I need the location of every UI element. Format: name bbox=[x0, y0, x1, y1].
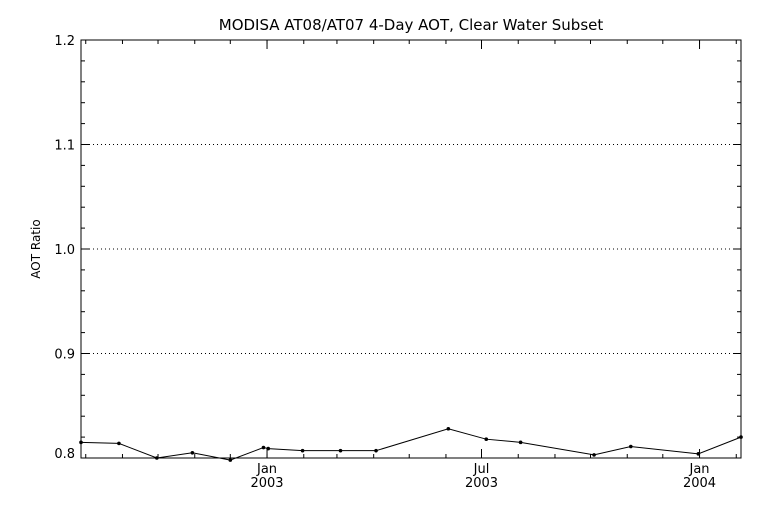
data-point-0-8 bbox=[338, 448, 343, 453]
data-point-0-5 bbox=[261, 445, 266, 450]
x-tick-year-label-0: 2003 bbox=[250, 476, 283, 491]
data-point-0-12 bbox=[518, 440, 523, 445]
chart-title: MODISA AT08/AT07 4-Day AOT, Clear Water … bbox=[219, 16, 604, 34]
x-tick-month-label-1: Jul bbox=[473, 462, 490, 477]
data-series bbox=[79, 426, 743, 462]
data-point-0-14 bbox=[629, 444, 633, 449]
plot-frame bbox=[80, 39, 742, 459]
y-axis-label: AOT Ratio bbox=[29, 219, 43, 278]
y-tick-label-1: 0.9 bbox=[54, 348, 75, 363]
x-tick-month-label-2: Jan bbox=[689, 462, 710, 477]
data-point-0-6 bbox=[266, 446, 271, 451]
y-tick-label-2: 1.0 bbox=[54, 243, 75, 258]
y-tick-label-3: 1.1 bbox=[54, 139, 75, 154]
x-tick-month-label-0: Jan bbox=[256, 462, 277, 477]
data-point-0-11 bbox=[484, 437, 489, 441]
y-tick-label-0: 0.8 bbox=[54, 447, 75, 462]
data-point-0-0 bbox=[79, 440, 83, 445]
data-point-0-15 bbox=[696, 452, 701, 456]
data-point-0-10 bbox=[446, 426, 451, 431]
series-line-0 bbox=[80, 428, 742, 461]
data-point-0-13 bbox=[592, 453, 596, 457]
data-point-0-4 bbox=[228, 458, 233, 462]
data-point-0-16 bbox=[739, 435, 743, 439]
data-point-0-2 bbox=[155, 456, 159, 460]
x-tick-year-label-2: 2004 bbox=[683, 476, 716, 491]
data-point-0-7 bbox=[300, 448, 305, 453]
gridlines bbox=[81, 144, 741, 354]
x-tick-year-label-1: 2003 bbox=[465, 476, 498, 491]
data-point-0-9 bbox=[374, 448, 378, 453]
data-point-0-3 bbox=[190, 450, 195, 455]
axis-ticks bbox=[81, 39, 741, 459]
y-tick-label-4: 1.2 bbox=[54, 34, 75, 49]
data-point-0-1 bbox=[117, 441, 121, 446]
